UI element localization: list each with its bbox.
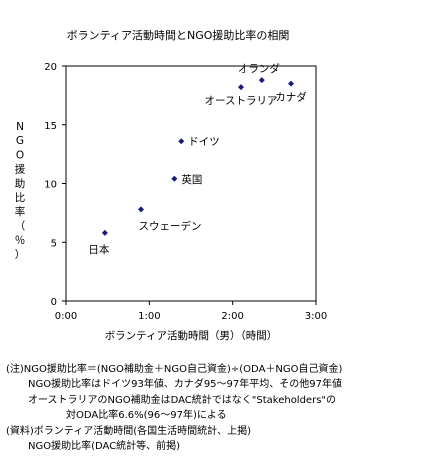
- note-line-6: NGO援助比率(DAC統計等、前掲): [28, 440, 181, 452]
- scatter-chart: ボランティア活動時間とNGO援助比率の相関 0 5 10 15 20 0:00 1:00 2:…: [15, 28, 327, 342]
- y-axis-label-char: G: [16, 135, 24, 147]
- x-tick-label: 0:00: [55, 311, 77, 322]
- y-axis-label-char: 援: [15, 163, 26, 176]
- data-point-marker: [101, 229, 108, 236]
- y-axis-label-char: 助: [15, 177, 26, 190]
- y-axis-label-char: O: [16, 149, 24, 161]
- y-tick-label: 5: [51, 238, 57, 249]
- note-line-2: NGO援助比率はドイツ93年値、カナダ95～97年平均、その他97年値: [28, 379, 342, 391]
- data-point-marker: [178, 138, 185, 145]
- y-axis-label-char: N: [16, 121, 24, 133]
- data-point-label: オランダ: [238, 62, 280, 75]
- note-line-1: (注)NGO援助比率＝(NGO補助金＋NGO自己資金)÷(ODA＋NGO自己資金…: [6, 364, 343, 375]
- data-point-label: オーストラリア: [205, 95, 278, 107]
- chart-title: ボランティア活動時間とNGO援助比率の相関: [67, 28, 290, 42]
- note-line-5: (資料)ボランティア活動時間(各国生活時間統計、上掲): [6, 425, 252, 437]
- y-tick-label: 15: [44, 121, 57, 132]
- data-point-marker: [258, 77, 265, 84]
- y-tick-label: 20: [44, 62, 57, 73]
- y-axis-label-char: 比: [15, 191, 26, 204]
- x-axis-label: ボランティア活動時間（男）（時間）: [105, 329, 278, 342]
- axis-ticks: 0 5 10 15 20 0:00 1:00 2:00 3:00: [44, 62, 327, 322]
- data-point-label: 日本: [88, 243, 109, 256]
- data-point-label: ドイツ: [188, 136, 220, 148]
- y-axis-label-char: （: [15, 220, 26, 232]
- x-tick-label: 3:00: [305, 311, 327, 322]
- note-line-3: オーストラリアのNGO補助金はDAC統計ではなく"Stakeholders"の: [28, 394, 337, 406]
- data-point-marker: [138, 206, 144, 213]
- data-point-marker: [171, 175, 178, 182]
- y-axis-label-char: ％: [15, 235, 26, 247]
- data-point-label: スウェーデン: [139, 219, 202, 232]
- data-point-marker: [288, 80, 294, 87]
- footnotes: (注)NGO援助比率＝(NGO補助金＋NGO自己資金)÷(ODA＋NGO自己資金…: [6, 362, 420, 454]
- data-point-marker: [238, 84, 244, 91]
- x-tick-label: 1:00: [138, 311, 160, 322]
- y-axis-label-char: ）: [15, 249, 26, 261]
- y-axis-label-char: 率: [15, 205, 26, 218]
- data-point-label: 英国: [181, 173, 202, 186]
- note-line-4: 対ODA比率6.6%(96～97年)による: [66, 410, 227, 422]
- data-point-label: カナダ: [275, 91, 307, 104]
- y-tick-label: 0: [51, 297, 57, 308]
- y-axis-label: NGO援助比率 （ ％ ）: [15, 121, 26, 261]
- x-tick-label: 2:00: [221, 311, 243, 322]
- y-tick-label: 10: [44, 180, 57, 191]
